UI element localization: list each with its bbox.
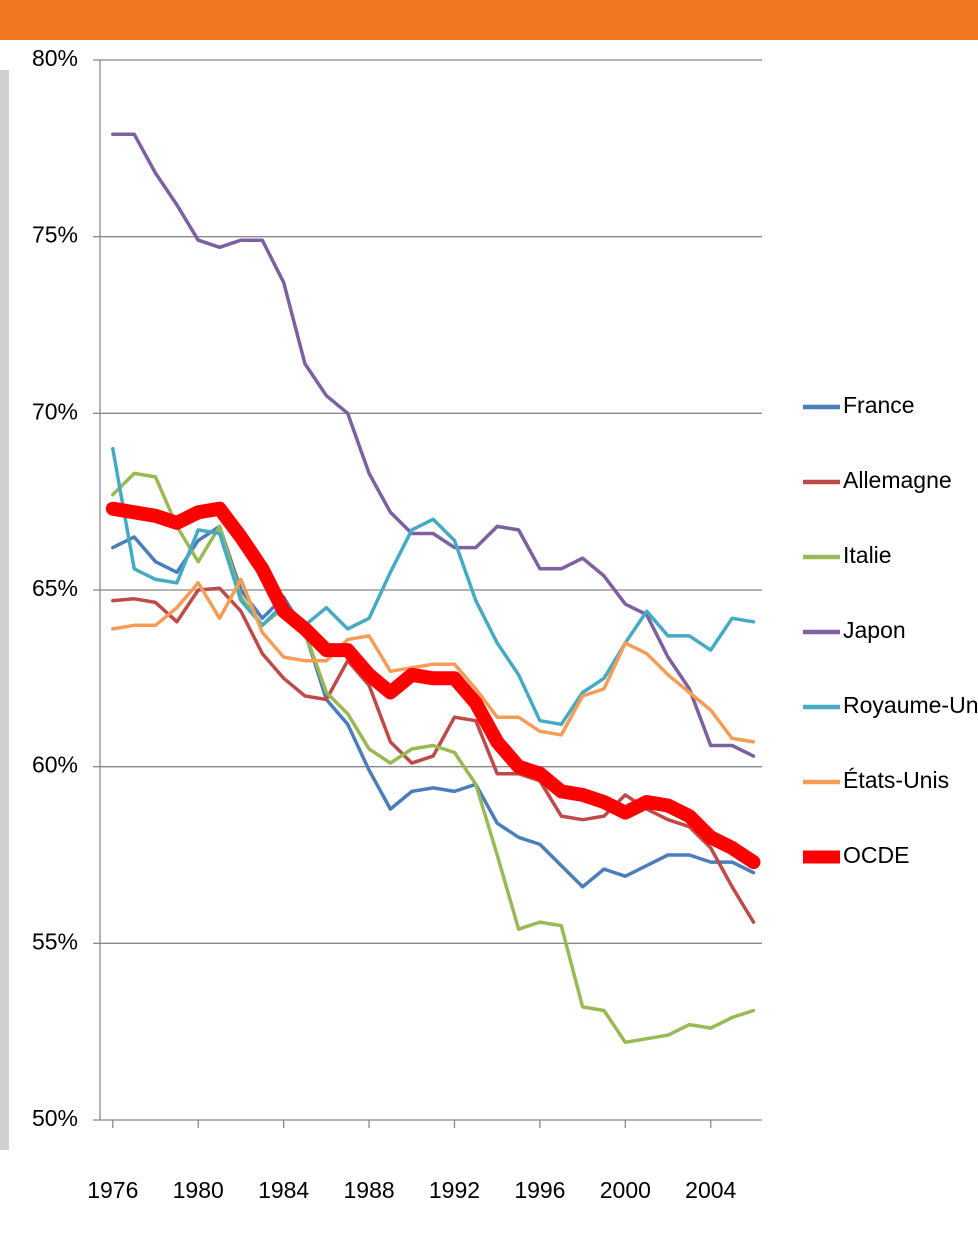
data-line <box>111 132 756 758</box>
y-tick-label: 80% <box>32 45 78 71</box>
legend-label: Italie <box>843 542 892 568</box>
y-tick-label: 70% <box>32 398 78 424</box>
legend-label: France <box>843 392 915 418</box>
data-line <box>111 471 756 1045</box>
legend-label: États-Unis <box>843 767 949 793</box>
x-tick-label: 1980 <box>173 1177 224 1203</box>
data-line <box>111 524 756 889</box>
y-tick-label: 50% <box>32 1105 78 1131</box>
header-gap <box>0 40 978 70</box>
legend-label: OCDE <box>843 842 909 868</box>
x-tick-label: 2000 <box>600 1177 651 1203</box>
side-border <box>0 70 9 1150</box>
legend-label: Royaume-Uni <box>843 692 978 718</box>
x-tick-label: 1984 <box>258 1177 309 1203</box>
y-tick-label: 55% <box>32 928 78 954</box>
y-tick-label: 65% <box>32 575 78 601</box>
x-tick-label: 1992 <box>429 1177 480 1203</box>
x-tick-label: 2004 <box>685 1177 736 1203</box>
x-tick-label: 1996 <box>514 1177 565 1203</box>
x-tick-label: 1988 <box>343 1177 394 1203</box>
x-tick-label: 1976 <box>87 1177 138 1203</box>
data-line <box>111 446 756 727</box>
data-line <box>111 577 756 744</box>
header-bar <box>0 0 978 40</box>
y-tick-label: 60% <box>32 752 78 778</box>
data-line <box>105 501 761 870</box>
y-tick-label: 75% <box>32 222 78 248</box>
legend-label: Japon <box>843 617 906 643</box>
legend-label: Allemagne <box>843 467 952 493</box>
